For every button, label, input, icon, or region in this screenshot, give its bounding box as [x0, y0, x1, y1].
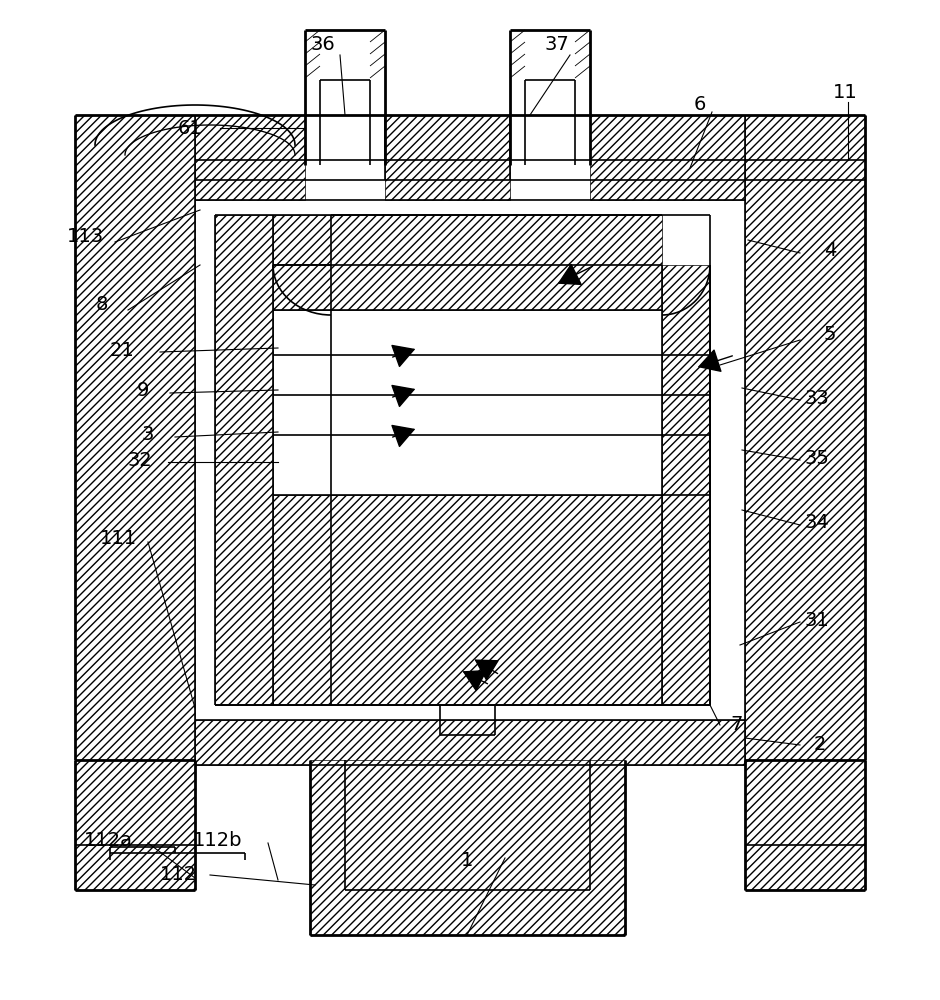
- Text: 3: 3: [142, 426, 154, 444]
- Bar: [215, 215, 273, 705]
- Text: 11: 11: [833, 83, 857, 102]
- Text: 112: 112: [160, 865, 196, 884]
- Text: 4: 4: [823, 240, 837, 259]
- Bar: [195, 720, 745, 765]
- Text: 34: 34: [805, 512, 829, 532]
- Text: 2: 2: [814, 736, 826, 754]
- Text: 1: 1: [461, 850, 473, 869]
- Text: 112a: 112a: [84, 830, 133, 850]
- Bar: [590, 115, 745, 200]
- Text: 7: 7: [730, 716, 744, 734]
- Text: 9: 9: [137, 380, 149, 399]
- Bar: [745, 760, 865, 890]
- Text: 35: 35: [805, 448, 829, 468]
- Text: 113: 113: [67, 228, 103, 246]
- Text: 6: 6: [694, 96, 706, 114]
- Text: 21: 21: [110, 340, 134, 360]
- Text: 37: 37: [544, 35, 570, 54]
- Text: 31: 31: [805, 610, 829, 630]
- Text: 36: 36: [310, 35, 336, 54]
- Bar: [310, 760, 625, 935]
- Text: 33: 33: [805, 388, 829, 408]
- Bar: [195, 115, 305, 200]
- Bar: [273, 495, 662, 705]
- Text: 32: 32: [128, 450, 152, 470]
- Bar: [75, 115, 195, 760]
- Bar: [745, 115, 865, 760]
- Text: 112b: 112b: [194, 830, 243, 850]
- Bar: [662, 265, 710, 705]
- Text: 5: 5: [823, 326, 837, 344]
- Bar: [385, 115, 510, 200]
- Text: 61: 61: [178, 118, 202, 137]
- Bar: [273, 215, 662, 310]
- Bar: [273, 310, 662, 495]
- Bar: [75, 760, 195, 890]
- Text: 111: 111: [100, 528, 136, 548]
- Text: 8: 8: [96, 296, 108, 314]
